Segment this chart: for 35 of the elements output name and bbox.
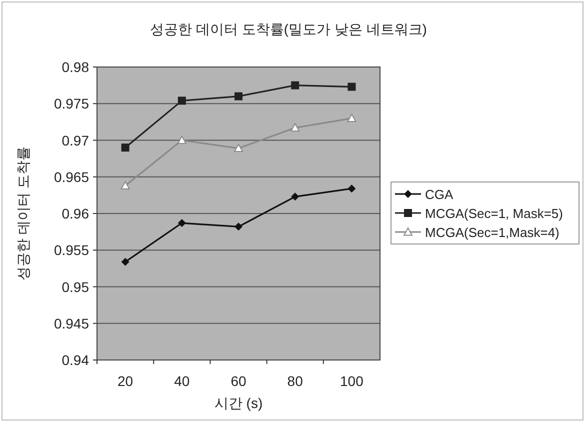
point	[178, 219, 186, 228]
y-tick-label: 0.97	[62, 132, 90, 148]
point	[121, 258, 130, 266]
x-axis-title: 시간 (s)	[214, 395, 263, 411]
y-axis-title: 성공한 데이터 도착률	[15, 146, 31, 280]
y-tick-label: 0.98	[62, 59, 90, 75]
y-tick-label: 0.975	[54, 96, 90, 112]
point	[290, 123, 300, 132]
point	[347, 114, 356, 122]
y-tick-label: 0.96	[62, 206, 90, 222]
point	[121, 144, 130, 152]
point	[291, 192, 300, 201]
point	[291, 81, 300, 90]
legend-label: MCGA(Sec=1, Mask=5)	[425, 206, 563, 221]
point	[234, 222, 242, 231]
x-tick-label: 100	[340, 373, 364, 389]
point	[234, 144, 243, 152]
y-tick-label: 0.94	[62, 352, 90, 368]
y-tick-label: 0.945	[54, 315, 90, 332]
point	[234, 92, 242, 100]
legend-label: CGA	[425, 187, 454, 202]
y-tick-label: 0.965	[54, 168, 90, 185]
point	[348, 82, 356, 91]
point	[348, 184, 356, 193]
point	[178, 96, 186, 105]
y-tick-label: 0.955	[54, 242, 90, 258]
x-tick-label: 60	[230, 373, 246, 389]
legend-label: MCGA(Sec=1,Mask=4)	[425, 225, 560, 240]
point	[120, 181, 130, 190]
x-tick-label: 40	[174, 373, 190, 389]
x-tick-label: 20	[118, 373, 134, 389]
x-tick-label: 80	[287, 373, 304, 389]
chart-title: 성공한 데이터 도착률(밀도가 낮은 네트워크)	[150, 21, 427, 37]
y-tick-label: 0.95	[62, 278, 90, 295]
point	[177, 136, 186, 144]
